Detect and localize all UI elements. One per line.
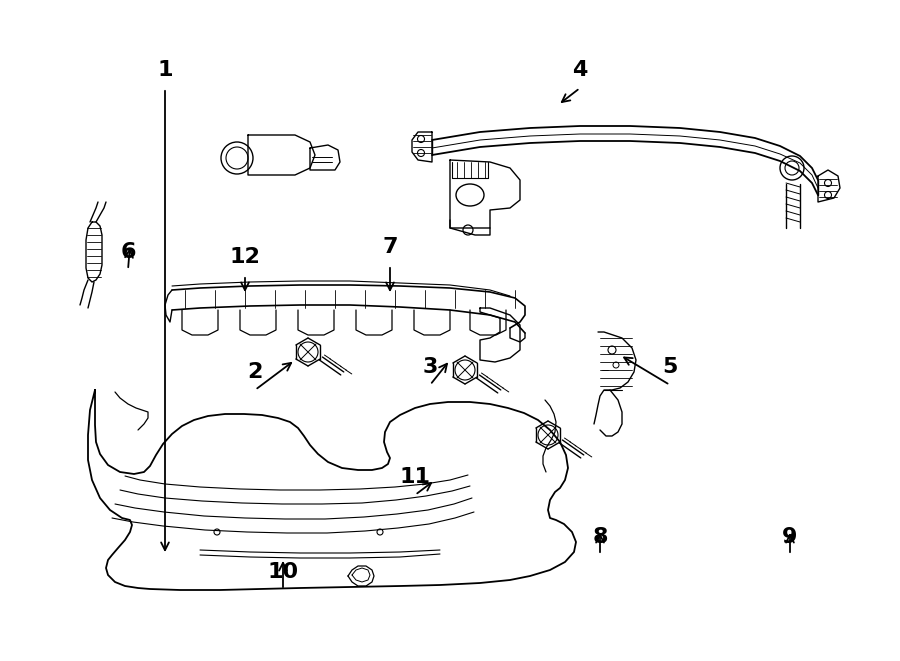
- Text: 5: 5: [662, 357, 678, 377]
- Text: 12: 12: [230, 247, 260, 267]
- Text: 3: 3: [422, 357, 437, 377]
- Text: 10: 10: [267, 562, 299, 582]
- Text: 1: 1: [158, 60, 173, 80]
- Text: 11: 11: [400, 467, 430, 487]
- Text: 7: 7: [382, 237, 398, 257]
- Text: 6: 6: [121, 242, 136, 262]
- Text: 2: 2: [248, 362, 263, 382]
- Text: 9: 9: [782, 527, 797, 547]
- Text: 4: 4: [572, 60, 588, 80]
- Text: 8: 8: [592, 527, 608, 547]
